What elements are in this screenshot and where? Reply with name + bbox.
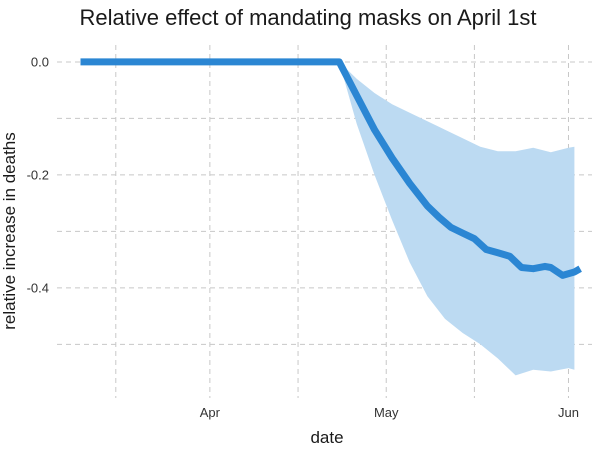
y-tick-label: -0.2 (27, 167, 49, 182)
series-line-layer (80, 58, 582, 279)
y-axis-label: relative increase in deaths (0, 132, 19, 330)
series-line (80, 58, 582, 279)
x-tick-label: May (374, 405, 399, 420)
x-tick-label: Apr (200, 405, 221, 420)
y-axis-ticks: 0.0 -0.2 -0.4 (27, 54, 49, 295)
confidence-band (339, 61, 575, 376)
y-tick-label: 0.0 (31, 54, 49, 69)
y-tick-label: -0.4 (27, 280, 49, 295)
confidence-band-layer (339, 61, 575, 376)
chart-title: Relative effect of mandating masks on Ap… (80, 5, 537, 30)
x-axis-label: date (310, 428, 343, 447)
x-axis-ticks: Apr May Jun (200, 405, 579, 420)
x-tick-label: Jun (558, 405, 579, 420)
